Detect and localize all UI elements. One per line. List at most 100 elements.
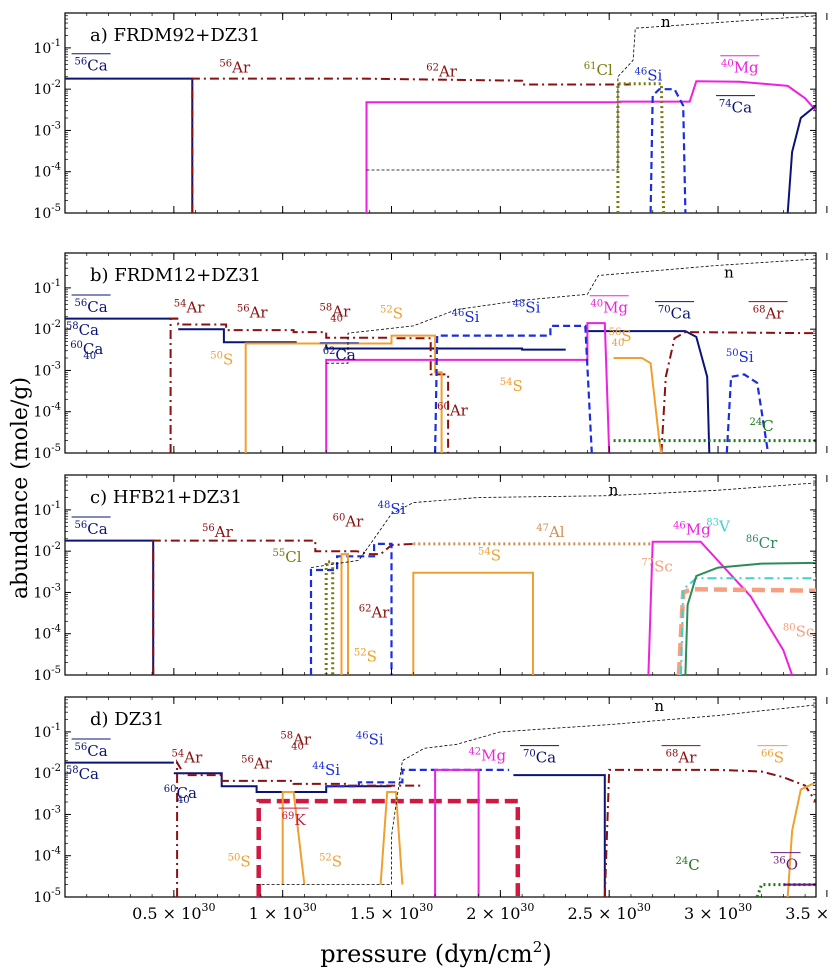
panel-4: 10-1 10-2 10-3 10-4 10-5 0.5 × 1030 1 × 1030 1.… [33,696,830,923]
panel-3: 10-1 10-2 10-3 10-4 10-5 c) HFB21+DZ31 56Ca 56A… [33,474,828,684]
data-label: 80Sc [783,623,814,641]
series-52S [379,791,404,885]
data-label: 42Mg [468,747,506,765]
data-label: 47Al [536,523,565,541]
y-tick-label: 10-1 [33,278,61,297]
data-label: 48Si [513,299,541,317]
series-Mg [325,322,611,453]
data-label: 60Ar [333,512,365,530]
series-Si [326,768,510,788]
panel-1: 10-1 10-2 10-3 10-4 10-5 a) FRDM92+DZ31 56Ca 56… [33,12,828,222]
y-tick-label: 10-3 [33,582,61,601]
data-label: 83V [706,517,731,535]
data-label: 56Ar [202,523,234,541]
panel-title: b) FRDM12+DZ31 [90,265,261,286]
series-50Si [725,373,770,453]
y-tick-label: 10-4 [33,162,61,181]
data-label: 40Mg [721,59,759,77]
y-axis-label: abundance (mole/g) [8,377,33,599]
data-label: 56Ca [75,57,108,75]
plot-area [64,12,817,214]
series-83V [680,577,816,675]
series-group [65,704,816,897]
data-label: 46Si [356,730,384,748]
data-label: 86Cr [746,534,778,552]
series-group [65,258,816,453]
data-label: 54Ar [172,749,204,767]
data-label: 48Si [378,500,406,518]
data-label: 56Ca [75,742,108,760]
data-label: 66S [761,749,784,767]
data-label: 60Ca40 [164,784,197,806]
data-label: 56S40 [609,327,632,349]
y-tick-label: 10-5 [33,887,61,906]
data-label: 58Ar40 [280,730,312,752]
data-label: 62Ca [323,346,356,364]
series-group [65,482,816,675]
data-label: 44Si [312,761,340,779]
y-tick-label: 10-3 [33,360,61,379]
series-69K [256,798,521,897]
y-tick-label: 10-4 [33,402,61,421]
y-tick-label: 10-2 [33,79,61,98]
data-label: 62Ar [359,603,391,621]
y-tick-label: 10-3 [33,804,61,823]
x-tick-label: 3 × 1030 [684,901,752,923]
series-42Mg [434,768,480,897]
y-tick-label: 10-1 [33,500,61,519]
data-label: 58Ar40 [320,303,352,325]
data-label: n [661,13,671,31]
data-label: 40Mg [590,299,628,317]
x-tick-label: 2 × 1030 [466,901,534,923]
data-label: n [609,481,619,499]
panel-title: a) FRDM92+DZ31 [90,25,260,46]
panel-2: 10-1 10-2 10-3 10-4 10-5 b) FRDM12+DZ31 56Ca 58… [33,252,828,462]
data-label: 36O [773,856,798,874]
series-46Si [649,88,687,213]
data-label: 74Ca [719,99,752,117]
x-tick-label: 3.5 × 1030 [785,901,830,923]
series-S [244,334,443,453]
y-tick-label: 10-1 [33,38,61,57]
x-axis-label: pressure (dyn/cm2) [320,938,551,968]
y-tick-label: 10-4 [33,624,61,643]
data-label: 70Ca [658,305,691,323]
plot-area [64,474,817,676]
y-tick-label: 10-5 [33,443,61,462]
plot-area [64,696,817,898]
data-label: 61Cl [584,61,613,79]
series-70Ca [513,774,606,897]
y-tick-label: 10-5 [33,665,61,684]
data-label: 46Mg [673,521,711,539]
series-68Ar [603,768,816,897]
data-label: n [654,697,664,715]
data-label: 24C [675,856,699,874]
series-74Ca [786,104,816,213]
data-label: 46Si [634,67,662,85]
data-label: 46Si [452,308,480,326]
data-label: 58Ca [66,321,99,339]
data-label: 56Ar [237,304,269,322]
data-label: 60Ar [437,402,469,420]
data-label: 50Si [726,348,754,366]
data-label: 56Ar [241,754,273,772]
data-label: 24C [749,417,773,435]
data-label: 60Ca40 [70,340,103,362]
data-label: 69K [282,811,307,829]
data-label: 77Sc [641,558,672,576]
series-54S [412,571,534,675]
series-Si [434,324,593,453]
x-tick-label: 0.5 × 1030 [132,901,215,923]
series-n [256,704,816,885]
series-56Ar [191,77,631,213]
series-Ar [169,317,450,453]
panel-title: c) HFB21+DZ31 [90,487,242,508]
series-66S [786,781,816,897]
series-Ar [152,539,414,675]
series-Sc [676,586,816,675]
series-86Cr [684,561,816,675]
y-tick-label: 10-3 [33,120,61,139]
y-tick-label: 10-2 [33,541,61,560]
series-n [310,482,816,568]
data-label: 55Cl [273,548,302,566]
